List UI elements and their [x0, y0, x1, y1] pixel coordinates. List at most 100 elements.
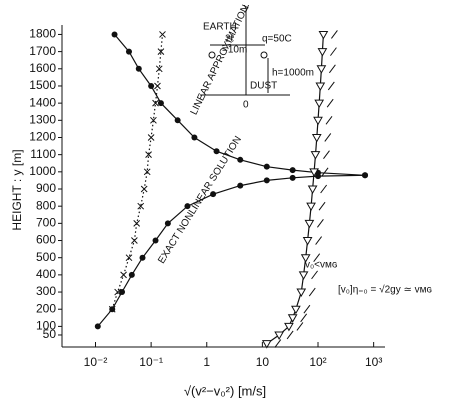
point: [150, 116, 157, 124]
inset-charge: [208, 51, 216, 59]
point: [139, 254, 146, 261]
hatch: [320, 184, 328, 194]
inset-length-value: =10m: [222, 45, 247, 56]
hatch: [296, 322, 304, 331]
inset: [200, 10, 290, 96]
hatch: [286, 330, 294, 340]
hatch: [316, 219, 324, 228]
point: [137, 202, 145, 210]
inset-dust: DUST: [250, 81, 277, 92]
hatch: [331, 30, 338, 39]
point: [114, 288, 121, 296]
point: [135, 65, 142, 72]
y-axis-label: HEIGHT : y [m]: [10, 149, 24, 230]
y-tick-label: 200: [36, 301, 56, 315]
inset-y: y: [244, 3, 249, 14]
point: [314, 99, 325, 109]
point: [307, 185, 318, 195]
point: [261, 340, 272, 349]
point: [184, 203, 191, 210]
hatch: [300, 313, 308, 323]
point: [119, 289, 126, 296]
point: [108, 305, 116, 313]
x-tick-label: 10: [256, 355, 270, 369]
inset-origin: 0: [243, 100, 249, 111]
point: [148, 82, 155, 89]
y-tick-label: 1000: [29, 164, 56, 178]
point: [140, 185, 148, 193]
point: [155, 65, 163, 73]
point: [274, 331, 284, 340]
point: [315, 82, 326, 91]
hatch: [330, 47, 337, 56]
hatch: [323, 150, 330, 159]
hatch: [313, 253, 321, 262]
hatch: [324, 133, 332, 142]
y-tick-label: 1100: [30, 147, 56, 161]
y-tick-label: 1200: [29, 130, 56, 144]
point: [313, 116, 323, 126]
inset-charge-label: q=50C: [262, 34, 292, 45]
point: [306, 202, 316, 212]
point: [131, 237, 138, 244]
y-tick-label: 1600: [29, 61, 56, 75]
hatch: [326, 98, 334, 108]
point: [310, 151, 321, 160]
point: [152, 99, 159, 107]
y-tick-label: 600: [36, 233, 56, 247]
hatch: [318, 201, 326, 211]
hatch: [308, 287, 316, 297]
series-line: [97, 174, 366, 327]
point: [147, 134, 155, 141]
inset-length: 2ℓ: [225, 34, 235, 45]
y-tick-label: 400: [36, 267, 56, 281]
inset-height-label: h=1000m: [272, 68, 314, 79]
y-tick-label: 500: [36, 250, 56, 264]
y-tick-label: 1300: [29, 112, 56, 126]
point: [289, 174, 296, 181]
point: [318, 30, 329, 40]
point: [145, 151, 152, 159]
point: [317, 48, 328, 57]
x-tick-label: 10⁻¹: [139, 355, 163, 369]
y-tick-label: 900: [36, 181, 56, 195]
point: [213, 148, 220, 155]
y-tick-label: 50: [43, 327, 57, 341]
point: [125, 48, 132, 55]
x-tick-label: 1: [203, 355, 210, 369]
hatch: [328, 64, 336, 74]
point: [111, 31, 118, 38]
point: [133, 219, 141, 227]
hatch: [274, 339, 282, 348]
y-tick-label: 800: [36, 198, 56, 212]
point: [311, 133, 322, 143]
point: [309, 168, 319, 177]
y-tick-label: 700: [36, 216, 56, 230]
point: [191, 134, 198, 141]
point: [302, 237, 313, 246]
point: [291, 305, 301, 315]
hatch: [303, 304, 311, 314]
x-tick-label: 10⁻²: [84, 355, 108, 369]
y-tick-label: 1500: [29, 78, 56, 92]
inset-charge: [260, 51, 268, 59]
point: [157, 48, 165, 55]
hatch: [327, 81, 335, 91]
point: [300, 254, 311, 263]
nonlinear-label: EXACT NONLINEAR SOLUTION: [156, 134, 244, 265]
point: [157, 100, 164, 107]
hatch: [321, 167, 329, 177]
point: [304, 219, 315, 229]
point: [159, 31, 166, 38]
inset-earth: EARTH: [203, 22, 237, 33]
hatch: [325, 116, 333, 125]
x-axis-label: √(v²−v₀²) [m/s]: [184, 383, 266, 398]
y-tick-label: 1700: [29, 44, 56, 58]
point: [296, 288, 307, 298]
point: [154, 82, 161, 90]
point: [143, 168, 151, 176]
point: [120, 271, 127, 279]
hatch: [311, 270, 318, 280]
annotation: v₀<vᴍɢ: [305, 260, 337, 271]
